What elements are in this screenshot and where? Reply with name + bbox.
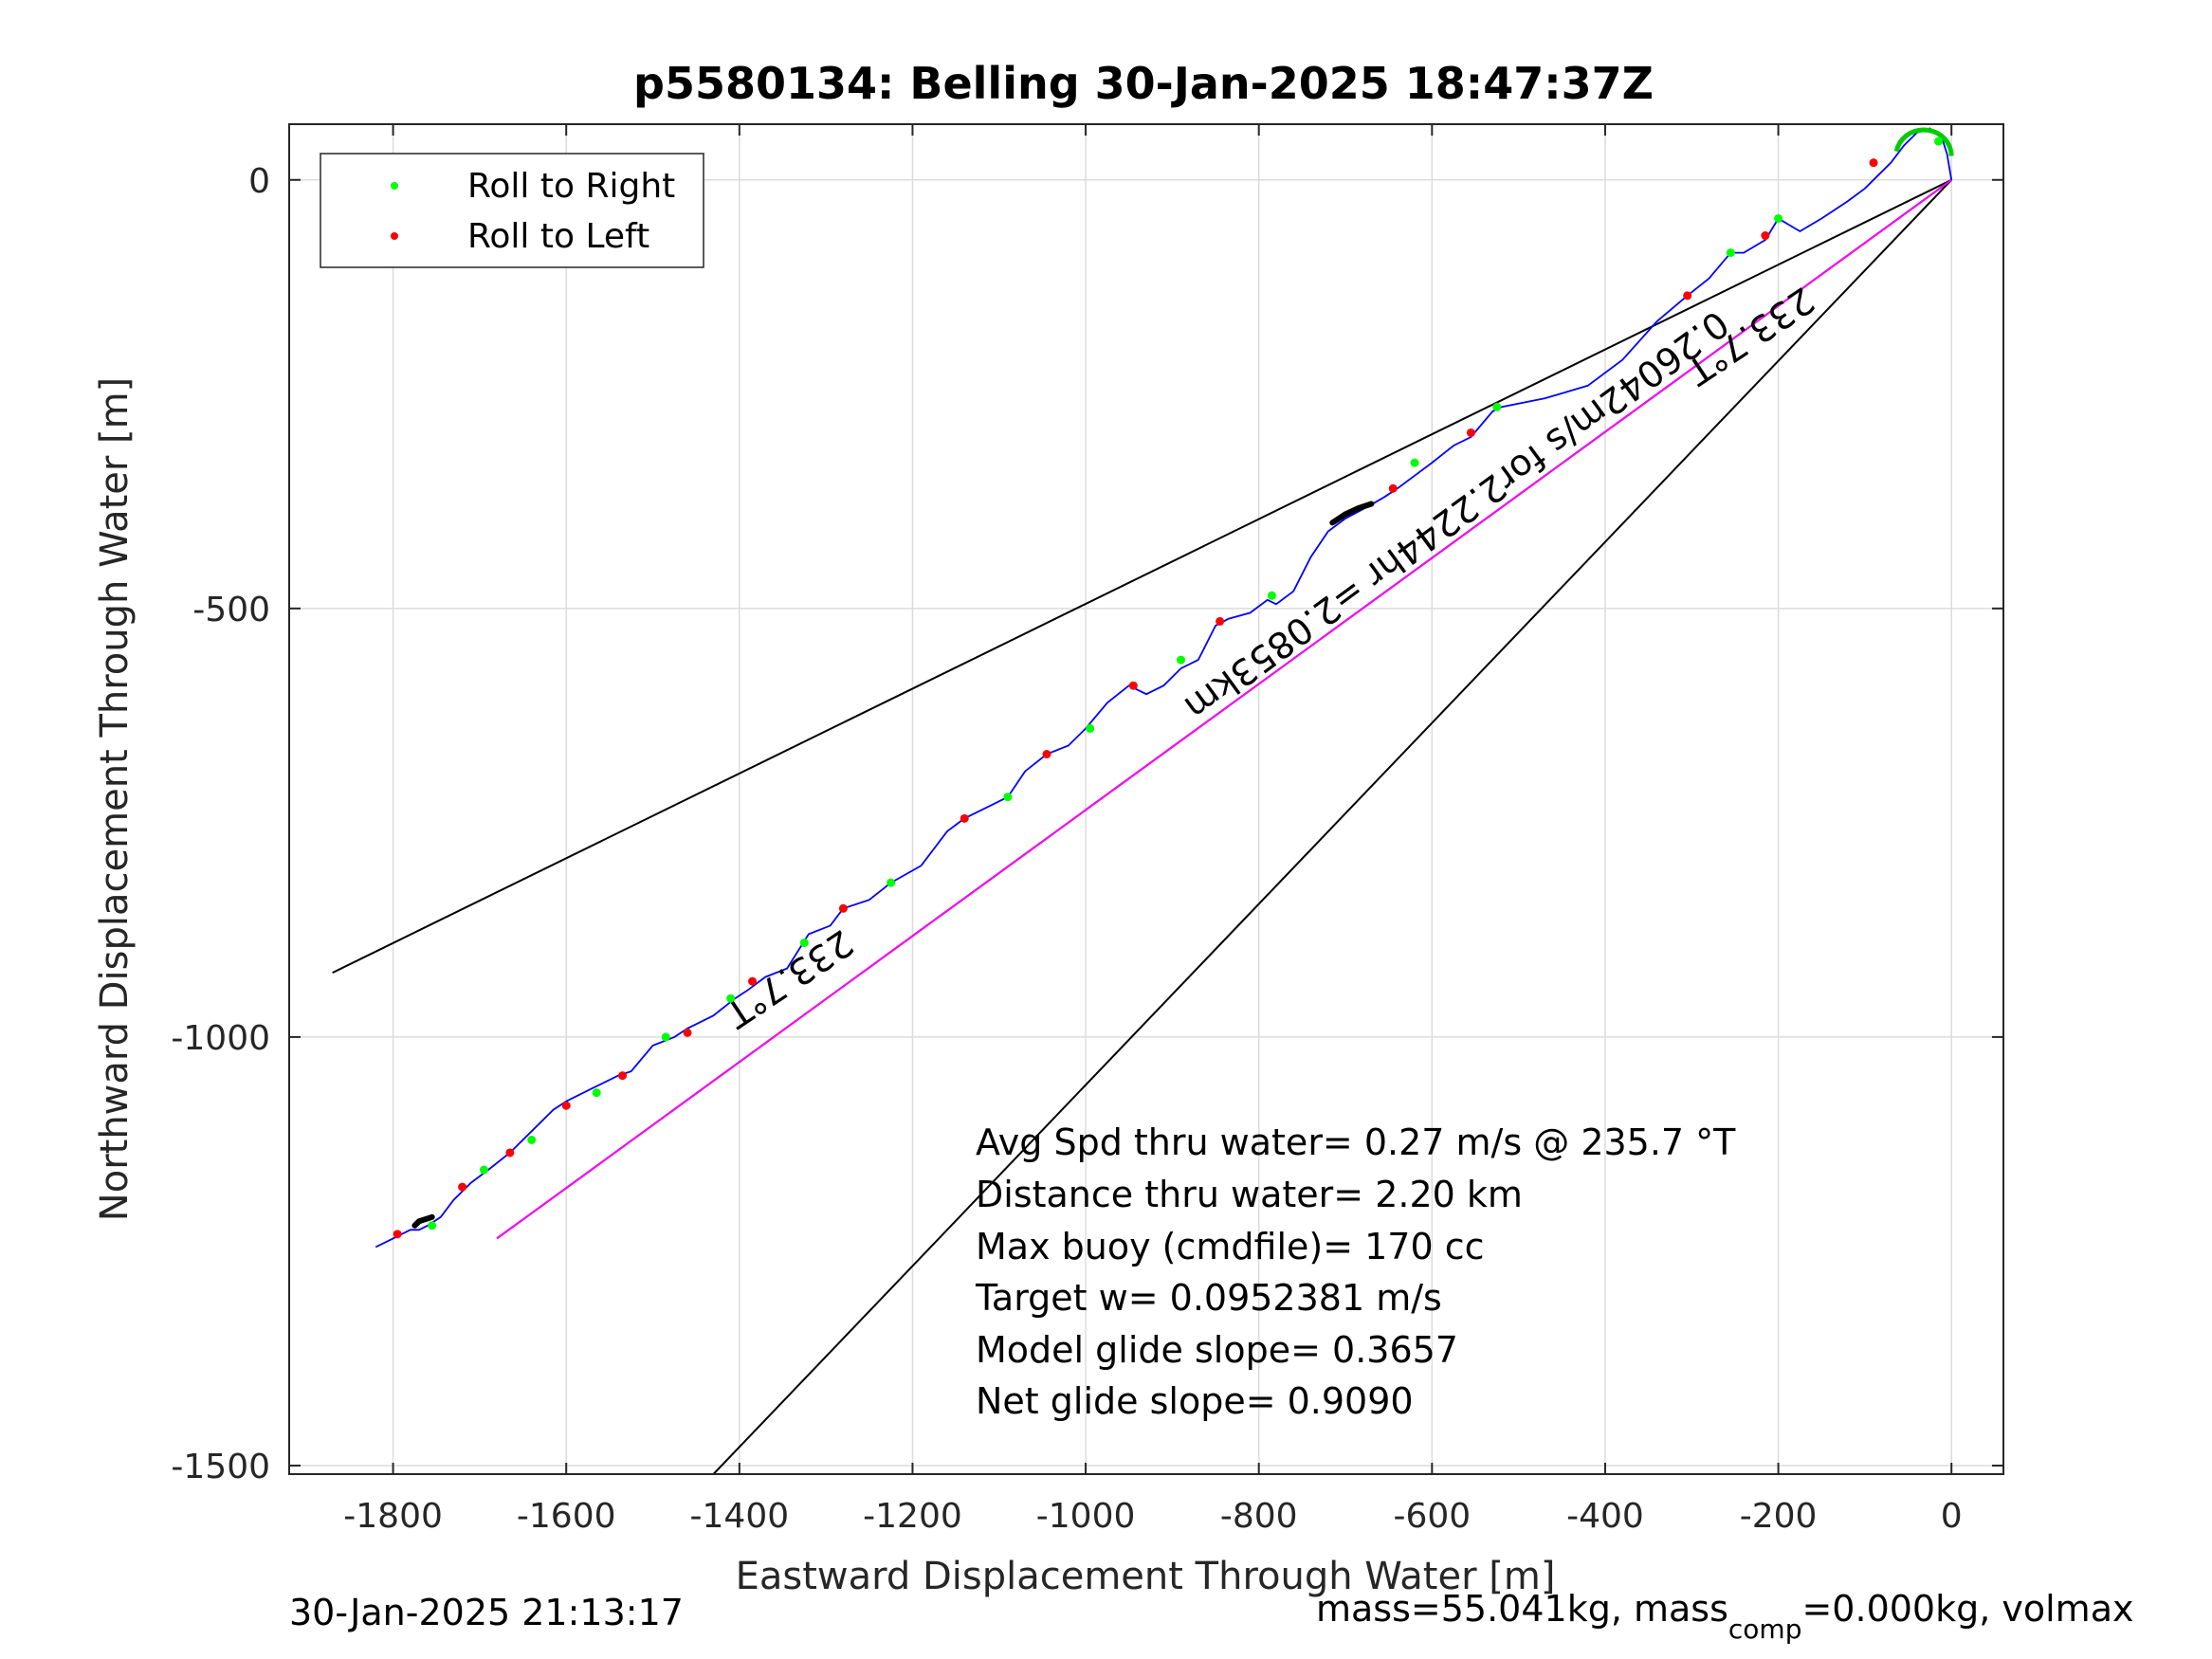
- legend-marker-roll-right: [391, 182, 398, 190]
- roll-left-point: [1466, 428, 1475, 437]
- roll-right-point: [527, 1135, 537, 1144]
- roll-left-point: [1869, 158, 1878, 168]
- footer-mass: mass=55.041kg, masscomp=0.000kg, volmax: [1316, 1588, 2133, 1645]
- stats-line-avg-speed: Avg Spd thru water= 0.27 m/s @ 235.7 °T: [976, 1121, 1736, 1163]
- legend: Roll to Right Roll to Left: [320, 153, 704, 268]
- roll-left-point: [960, 813, 969, 823]
- roll-right-point: [1726, 248, 1735, 258]
- track-start-arc: [1893, 127, 1954, 156]
- roll-right-point: [799, 938, 809, 947]
- track-black-segment: [1329, 501, 1375, 526]
- roll-left-point: [1761, 231, 1770, 241]
- x-tick-label: -600: [1393, 1497, 1471, 1536]
- y-tick-label: -1000: [171, 1019, 270, 1058]
- roll-right-point: [592, 1088, 601, 1098]
- stats-line-distance: Distance thru water= 2.20 km: [976, 1174, 1523, 1215]
- roll-left-point: [458, 1182, 467, 1192]
- stats-line-model-glide: Model glide slope= 0.3657: [976, 1329, 1458, 1371]
- plot-frame: [288, 123, 2004, 1475]
- stats-block: Avg Spd thru water= 0.27 m/s @ 235.7 °T …: [975, 1121, 1736, 1422]
- roll-right-point: [1177, 655, 1186, 665]
- footer-timestamp: 30-Jan-2025 21:13:17: [289, 1592, 684, 1633]
- roll-right-point: [1410, 458, 1419, 467]
- roll-left-point: [1128, 681, 1138, 690]
- legend-label-roll-right: Roll to Right: [467, 167, 675, 206]
- roll-right-point: [479, 1165, 488, 1175]
- roll-left-point: [1683, 291, 1692, 301]
- y-tick-label: -500: [192, 591, 270, 629]
- chart-title: p5580134: Belling 30-Jan-2025 18:47:37Z: [633, 58, 1654, 109]
- roll-left-point: [1388, 483, 1398, 493]
- x-tick-label: -400: [1566, 1497, 1644, 1536]
- roll-right-point: [1086, 723, 1095, 733]
- reference-line-heading-upper: [332, 178, 1952, 974]
- roll-left-point: [393, 1230, 402, 1239]
- axis-ticks: -1800 -1600 -1400 -1200 -1000 -800 -600 -400 -20…: [171, 124, 2003, 1536]
- roll-markers: [393, 137, 1944, 1239]
- roll-left-point: [505, 1148, 515, 1158]
- track-line: [375, 127, 1953, 1249]
- x-tick-label: -1200: [863, 1497, 962, 1536]
- x-tick-label: -200: [1740, 1497, 1818, 1536]
- roll-right-point: [887, 878, 896, 887]
- footer-mass-suffix: =0.000kg, volmax: [1801, 1588, 2133, 1630]
- roll-right-point: [1003, 793, 1013, 802]
- roll-right-point: [1267, 591, 1276, 600]
- stats-line-target-w: Target w= 0.0952381 m/s: [975, 1277, 1442, 1319]
- roll-left-point: [683, 1028, 692, 1037]
- y-tick-label: -1500: [171, 1448, 270, 1486]
- track-black-segment: [411, 1213, 435, 1229]
- roll-right-point: [661, 1032, 670, 1042]
- x-tick-label: -800: [1220, 1497, 1298, 1536]
- x-tick-label: -1000: [1036, 1497, 1136, 1536]
- reference-line-avg-current: [496, 178, 1952, 1240]
- roll-left-point: [748, 976, 758, 986]
- x-axis-label: Eastward Displacement Through Water [m]: [736, 1555, 1556, 1598]
- x-tick-label: -1400: [690, 1497, 790, 1536]
- roll-left-point: [1216, 616, 1225, 626]
- roll-right-point: [726, 994, 736, 1003]
- y-tick-label: 0: [248, 162, 270, 201]
- legend-box: [320, 153, 704, 268]
- roll-left-point: [838, 903, 848, 913]
- rotated-label: 0.26042m/s for2.2244hr =2.0853km: [1177, 302, 1736, 729]
- roll-right-point: [1492, 402, 1502, 411]
- x-tick-label: 0: [1941, 1497, 1963, 1536]
- footer-mass-prefix: mass=55.041kg, mass: [1316, 1588, 1728, 1630]
- stats-line-net-glide: Net glide slope= 0.9090: [976, 1380, 1414, 1422]
- roll-left-point: [618, 1071, 628, 1081]
- x-tick-label: -1800: [343, 1497, 443, 1536]
- reference-lines: [332, 178, 1952, 1475]
- legend-label-roll-left: Roll to Left: [467, 217, 649, 256]
- legend-marker-roll-left: [391, 232, 398, 240]
- x-tick-label: -1600: [517, 1497, 616, 1536]
- roll-left-point: [1042, 750, 1051, 759]
- roll-right-point: [1774, 213, 1783, 223]
- roll-right-point: [1934, 137, 1944, 146]
- reference-line-heading-lower: [712, 179, 1952, 1475]
- footer-mass-subscript: comp: [1728, 1613, 1802, 1645]
- track-group: [375, 127, 1954, 1249]
- roll-left-point: [561, 1101, 571, 1110]
- y-axis-label: Northward Displacement Through Water [m]: [93, 377, 137, 1221]
- stats-line-max-buoy: Max buoy (cmdfile)= 170 cc: [976, 1226, 1485, 1267]
- roll-right-point: [428, 1221, 437, 1231]
